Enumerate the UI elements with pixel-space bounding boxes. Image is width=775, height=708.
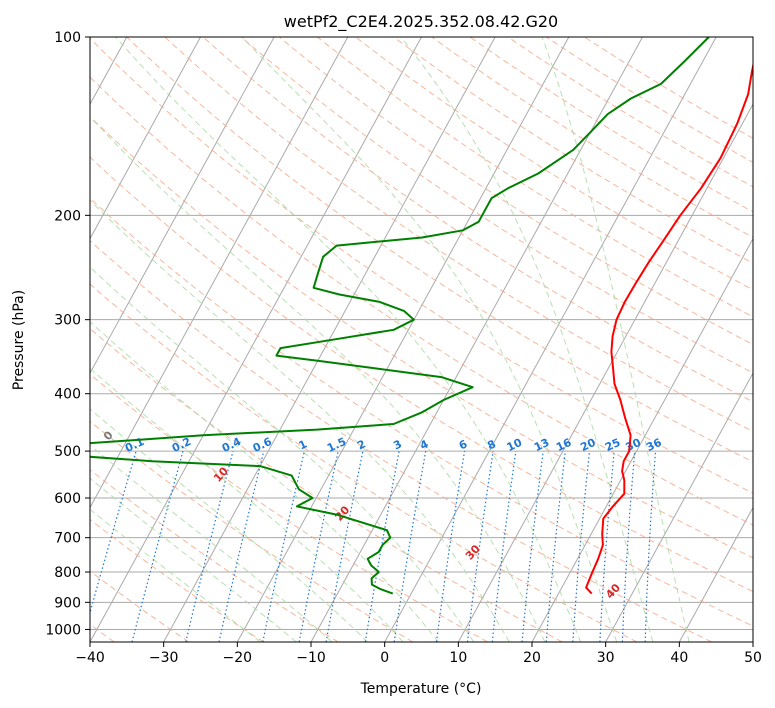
x-tick-label: −40 bbox=[75, 650, 105, 666]
line-labels: 0.10.20.40.611.52346810131620253036-100-… bbox=[101, 428, 664, 601]
moist-adiabat-line bbox=[90, 116, 546, 642]
moist-adiabat-line bbox=[90, 199, 510, 642]
moist-adiabat-line bbox=[90, 408, 368, 642]
y-tick-label: 400 bbox=[54, 387, 81, 403]
x-tick-label: −10 bbox=[296, 650, 326, 666]
temperature-profile bbox=[585, 61, 753, 595]
isotherm-line bbox=[752, 640, 753, 642]
mixing-ratio-label: 10 bbox=[505, 436, 525, 454]
isotherm-line bbox=[678, 506, 753, 642]
y-axis: 100 200 300 400 500 600 700 800 900 1000 bbox=[45, 30, 90, 638]
mixing-ratio-line bbox=[131, 450, 184, 642]
profiles bbox=[90, 37, 753, 595]
dry-adiabat-line bbox=[584, 37, 753, 139]
chart-title: wetPf2_C2E4.2025.352.08.42.G20 bbox=[284, 12, 558, 32]
y-tick-label: 100 bbox=[54, 30, 81, 46]
mixing-ratio-label: 16 bbox=[554, 436, 574, 454]
mixing-ratio-line bbox=[185, 450, 234, 642]
y-axis-title: Pressure (hPa) bbox=[11, 290, 27, 390]
y-tick-label: 700 bbox=[54, 531, 81, 547]
dry-adiabat-line bbox=[164, 37, 753, 433]
isotherm-line bbox=[236, 37, 570, 642]
plot-background bbox=[90, 37, 753, 642]
moist-adiabat-line bbox=[90, 477, 297, 642]
mixing-ratio-line bbox=[218, 450, 265, 642]
moist-adiabat-line bbox=[115, 37, 582, 642]
isotherm-line bbox=[457, 103, 753, 642]
isotherm-line bbox=[90, 37, 201, 240]
mixing-ratio-label: 13 bbox=[532, 436, 551, 454]
mixing-ratio-label: 36 bbox=[644, 436, 664, 454]
dry-adiabat-line bbox=[90, 76, 753, 526]
dry-adiabat-line bbox=[126, 37, 753, 463]
dry-adiabat-line bbox=[317, 37, 753, 318]
background-lines bbox=[90, 37, 753, 642]
x-tick-label: 30 bbox=[597, 650, 615, 666]
dry-adiabat-line bbox=[90, 197, 753, 627]
dry-adiabat-line bbox=[393, 37, 753, 264]
dry-adiabat-line bbox=[355, 37, 753, 291]
dry-adiabat-line bbox=[90, 420, 414, 642]
x-tick-label: −30 bbox=[149, 650, 179, 666]
isotherm-line bbox=[605, 372, 753, 642]
plot-frame bbox=[89, 36, 754, 643]
dry-adiabat-line bbox=[90, 116, 753, 559]
dry-adiabat-line bbox=[469, 37, 753, 213]
moist-adiabat-line bbox=[400, 37, 654, 642]
isotherm-line bbox=[90, 37, 349, 509]
mixing-ratio-line bbox=[521, 451, 544, 642]
moist-adiabat-line bbox=[541, 37, 690, 642]
moist-adiabat-line bbox=[90, 508, 261, 642]
dry-adiabat-line bbox=[431, 37, 753, 238]
isotherm-line bbox=[90, 37, 422, 642]
y-tick-label: 1000 bbox=[45, 622, 81, 638]
mixing-ratio-line bbox=[572, 451, 591, 642]
isotherm-line bbox=[384, 37, 717, 642]
mixing-ratio-line bbox=[599, 451, 615, 642]
mixing-ratio-label: 20 bbox=[578, 436, 598, 454]
mixing-ratio-line bbox=[298, 450, 339, 642]
mixing-ratio-line bbox=[435, 451, 466, 642]
x-axis: −40 −30 −20 −10 0 10 20 30 40 50 bbox=[75, 642, 762, 666]
y-tick-label: 600 bbox=[54, 491, 81, 507]
dry-adiabat-line bbox=[90, 37, 753, 494]
dry-adiabat-line bbox=[90, 283, 638, 642]
x-tick-label: 20 bbox=[523, 650, 541, 666]
mixing-ratio-line bbox=[545, 451, 566, 642]
dry-adiabat-line bbox=[90, 156, 753, 593]
x-tick-label: 40 bbox=[670, 650, 688, 666]
mixing-ratio-line bbox=[90, 450, 137, 615]
mixing-ratio-label: 25 bbox=[603, 436, 622, 454]
y-tick-label: 800 bbox=[54, 565, 81, 581]
mixing-ratio-line bbox=[491, 451, 517, 642]
x-tick-label: 0 bbox=[380, 650, 389, 666]
mixing-ratio-line bbox=[262, 450, 305, 642]
isotherm-line bbox=[90, 37, 275, 375]
y-tick-label: 900 bbox=[54, 595, 81, 611]
y-tick-label: 200 bbox=[54, 208, 81, 224]
x-axis-title: Temperature (°C) bbox=[360, 681, 482, 697]
isotherm-line bbox=[531, 237, 753, 642]
mixing-ratio-line bbox=[466, 451, 494, 642]
y-tick-label: 500 bbox=[54, 444, 81, 460]
dry-adiabat-line bbox=[90, 469, 339, 642]
x-tick-label: 50 bbox=[744, 650, 762, 666]
x-tick-label: 10 bbox=[449, 650, 467, 666]
dewpoint-profile bbox=[90, 37, 710, 595]
x-tick-label: −20 bbox=[223, 650, 253, 666]
moist-adiabat-line bbox=[241, 37, 618, 642]
y-tick-label: 300 bbox=[54, 313, 81, 329]
moist-adiabat-line bbox=[90, 367, 404, 642]
dry-adiabat-line bbox=[507, 37, 753, 188]
dry-adiabat-line bbox=[545, 37, 753, 163]
